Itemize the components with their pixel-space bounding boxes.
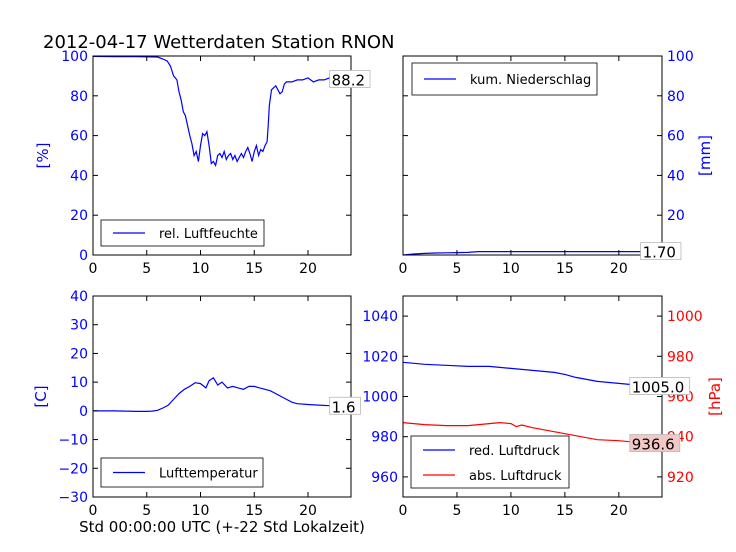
x-tick-label: 15 [245,261,263,277]
y-tick-label: 20 [667,208,685,224]
x-tick-label: 20 [299,503,317,519]
y-tick-label: 980 [371,430,398,446]
x-tick-label: 10 [502,261,520,277]
y-tick-label: 60 [70,129,88,145]
value-annotation: 1.70 [643,244,676,262]
panel-humidity: 0 5 10 15 20 0 20 40 60 80 100 [%] 88.2 rel. Luftfeuc… [34,49,371,277]
y-tick-label: 80 [70,89,88,105]
legend-label: red. Luftdruck [469,444,560,459]
legend: kum. Niederschlag [411,62,598,96]
y-tick-label: 30 [70,318,88,334]
panel-pressure: 0 5 10 15 2096098010001020104092094096098010… [362,295,724,519]
value-annotation: 1005.0 [632,378,685,396]
axes-frame [92,55,352,256]
y-tick-label: −20 [58,461,88,477]
x-tick-label: 0 [399,503,408,519]
x-tick-label: 20 [299,261,317,277]
x-tick-label: 15 [556,261,574,277]
legend-label: rel. Luftfeuchte [159,227,258,242]
value-annotation-box [629,377,690,395]
y-tick-label: 1020 [362,349,398,365]
legend-label: abs. Luftdruck [469,469,562,484]
x-tick-label: 20 [610,503,628,519]
y-tick-label: 1040 [362,309,398,325]
value-annotation-box [329,70,371,88]
x-tick-label: 10 [192,503,210,519]
y-axis-label: [C] [32,385,50,407]
series-line [402,361,663,387]
y-tick-label: −30 [58,490,88,506]
x-tick-label: 5 [452,261,461,277]
x-tick-label: 20 [610,261,628,277]
x-tick-label: 0 [89,261,98,277]
y-axis-label: [%] [34,143,52,169]
y-right-tick-label: 920 [667,470,694,486]
y-tick-label: 40 [70,168,88,184]
y-tick-label: 1000 [362,390,398,406]
legend-frame [410,435,570,489]
y-tick-label: 20 [70,346,88,362]
y-axis-label: [mm] [696,135,714,176]
panel-temperature: 0 5 10 15 20 −30 −20 −10 0 10 20 30 40 [C] 1.6 Lufttemp… [32,289,361,519]
legend: Lufttemperatur [100,457,264,488]
legend: rel. Luftfeuchte [100,219,265,247]
x-tick-label: 0 [399,261,408,277]
y-tick-label: 100 [61,49,88,65]
y-tick-label: 60 [667,129,685,145]
shared-x-axis-label: Std 00:00:00 UTC (+-22 Std Lokalzeit) [79,518,365,536]
y-tick-label: 0 [79,404,88,420]
legend: red. Luftdruck abs. Luftdruck [410,435,570,489]
axes-frame [92,295,352,498]
x-tick-label: 5 [142,503,151,519]
y-tick-label: 40 [667,168,685,184]
y-tick-label: 40 [70,289,88,305]
y-axis-label: [hPa] [706,377,724,416]
y-tick-label: −10 [58,433,88,449]
y-tick-label: 100 [667,49,694,65]
value-annotation-box [640,242,682,261]
y-tick-label: 960 [371,470,398,486]
series-line [402,421,663,445]
x-tick-label: 5 [142,261,151,277]
figure-title: 2012-04-17 Wetterdaten Station RNON [43,32,394,53]
value-annotation: 1.6 [332,398,356,416]
y-right-tick-label: 980 [667,349,694,365]
x-tick-label: 10 [502,503,520,519]
x-tick-label: 5 [452,503,461,519]
x-tick-label: 15 [245,503,263,519]
y-tick-label: 80 [667,89,685,105]
axes-frame [402,55,663,256]
value-annotation-box [329,396,361,415]
value-annotation-box [629,434,681,452]
legend-label: Lufttemperatur [159,467,258,482]
y-right-tick-label: 1000 [667,309,703,325]
value-annotation: 936.6 [632,436,675,454]
y-tick-label: 0 [79,248,88,264]
legend-label: kum. Niederschlag [470,73,591,88]
x-tick-label: 15 [556,503,574,519]
x-tick-label: 10 [192,261,210,277]
series-line [402,251,662,256]
series-line [93,376,352,412]
y-tick-label: 10 [70,375,88,391]
value-annotation: 88.2 [332,71,365,89]
series-line [92,55,352,168]
x-tick-label: 0 [89,503,98,519]
y-tick-label: 20 [70,208,88,224]
